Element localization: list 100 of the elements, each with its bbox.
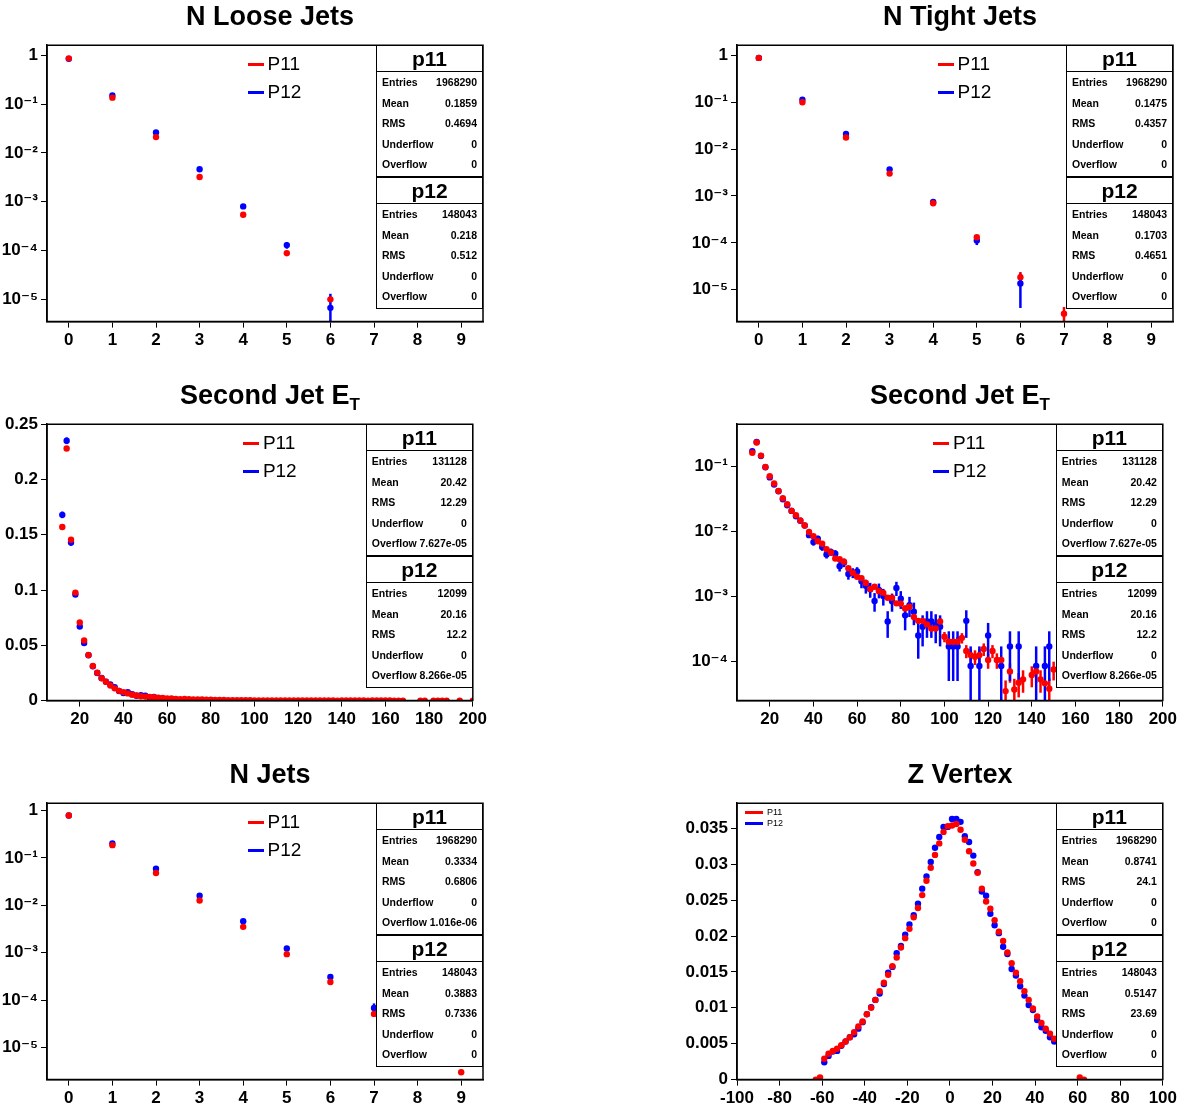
- annotation: RMS: [1061, 628, 1086, 641]
- x-tick-label: -20: [895, 1088, 920, 1108]
- annotation: RMS: [1072, 117, 1096, 130]
- annotation: 148043: [1131, 208, 1167, 221]
- annotation: 0.218: [450, 228, 477, 241]
- annotation: 0: [1161, 157, 1167, 170]
- annotation: 0: [471, 1047, 477, 1060]
- x-tick-label: 4: [238, 1088, 249, 1108]
- x-tick-label: 2: [151, 1088, 161, 1108]
- x-tick-label: 4: [238, 330, 249, 350]
- annotation: 12099: [437, 587, 467, 600]
- x-tick-label: 0: [64, 1088, 74, 1108]
- x-tick-label: 100: [930, 709, 959, 729]
- annotation: Underflow: [1061, 1027, 1114, 1040]
- x-tick-label: 3: [194, 1088, 205, 1108]
- annotation: Mean: [382, 228, 409, 241]
- x-tick-label: 40: [803, 709, 823, 729]
- x-tick-label: 0: [945, 1088, 955, 1108]
- annotation: 20.42: [1130, 475, 1157, 488]
- y-tick-label: 10⁻²: [694, 520, 729, 540]
- x-tick-label: 200: [1148, 709, 1178, 729]
- y-tick-label: 10⁻³: [694, 185, 729, 205]
- annotation: Overflow: [371, 668, 417, 681]
- annotation: 0: [471, 137, 477, 150]
- y-tick-label: 10⁻¹: [4, 93, 39, 113]
- annotation: p11: [1067, 46, 1172, 73]
- annotation: 8.266e-05: [1109, 668, 1157, 681]
- legend-label: P12: [267, 81, 302, 104]
- x-tick-label: 5: [282, 330, 292, 350]
- x-tick-label: 6: [325, 1088, 336, 1108]
- x-tick-label: 6: [1015, 330, 1026, 350]
- x-tick-label: 3: [194, 330, 205, 350]
- annotation: Overflow: [382, 915, 427, 928]
- annotation: 12.2: [446, 628, 467, 641]
- annotation: 0: [471, 895, 477, 908]
- annotation: p11: [377, 804, 482, 831]
- y-tick-label: 0: [718, 1069, 728, 1089]
- annotation: 0: [1161, 137, 1167, 150]
- annotation: 0: [1150, 895, 1157, 908]
- x-tick-label: 180: [1104, 709, 1134, 729]
- x-tick-label: 200: [458, 709, 488, 729]
- annotation: 0: [471, 1027, 477, 1040]
- annotation: Overflow: [371, 536, 417, 549]
- y-tick-label: 10⁻⁵: [2, 1037, 38, 1057]
- annotation: 23.69: [1130, 1007, 1157, 1020]
- x-tick-label: 9: [456, 330, 466, 350]
- x-tick-label: 80: [1110, 1088, 1130, 1108]
- chart-title: N Loose Jets: [184, 0, 356, 32]
- annotation: Entries: [1072, 76, 1108, 89]
- annotation: 0: [460, 648, 467, 661]
- annotation: 131128: [432, 455, 467, 468]
- annotation: Underflow: [1072, 137, 1124, 150]
- legend-label: P11: [767, 807, 783, 818]
- annotation: Mean: [382, 854, 409, 867]
- annotation: 1968290: [436, 834, 477, 847]
- y-tick-label: 0.015: [685, 961, 728, 981]
- x-tick-label: 180: [414, 709, 444, 729]
- annotation: Overflow: [382, 289, 427, 302]
- annotation: p12: [366, 557, 472, 584]
- annotation: Entries: [371, 455, 408, 468]
- y-tick-label: 10⁻¹: [694, 91, 729, 111]
- x-tick-label: 60: [847, 709, 867, 729]
- annotation: p12: [1056, 936, 1162, 963]
- annotation: Underflow: [382, 269, 434, 282]
- annotation: Entries: [1061, 587, 1098, 600]
- y-tick-label: 10⁻³: [694, 585, 729, 605]
- x-tick-label: 2: [151, 330, 161, 350]
- annotation: 0: [1150, 516, 1157, 529]
- annotation: Entries: [1072, 208, 1108, 221]
- legend-label: P11: [267, 811, 300, 834]
- annotation: 148043: [441, 208, 477, 221]
- x-tick-label: 8: [1102, 330, 1113, 350]
- x-tick-label: 80: [201, 709, 221, 729]
- annotation: 7.627e-05: [1109, 536, 1157, 549]
- y-tick-label: 1: [28, 44, 38, 64]
- annotation: 0.7336: [444, 1007, 477, 1020]
- y-tick-label: 10⁻⁴: [1, 240, 38, 260]
- annotation: Mean: [1061, 607, 1089, 620]
- annotation: Entries: [382, 966, 418, 979]
- annotation: Underflow: [382, 1027, 434, 1040]
- x-tick-label: 100: [1148, 1088, 1178, 1108]
- annotation: RMS: [1072, 249, 1096, 262]
- x-tick-label: -60: [809, 1088, 835, 1108]
- legend-label: P12: [957, 81, 992, 104]
- y-tick-label: 0.02: [694, 925, 728, 945]
- x-tick-label: 3: [884, 330, 895, 350]
- y-tick-label: 10⁻⁵: [2, 289, 38, 309]
- annotation: RMS: [382, 875, 406, 888]
- annotation: 0.8741: [1124, 854, 1157, 867]
- x-tick-label: 160: [371, 709, 400, 729]
- annotation: Overflow: [382, 1047, 427, 1060]
- annotation: 0: [1150, 1047, 1157, 1060]
- annotation: Underflow: [1061, 895, 1114, 908]
- annotation: Mean: [1061, 854, 1089, 867]
- annotation: 0.6806: [444, 875, 477, 888]
- annotation: Mean: [1061, 986, 1089, 999]
- x-tick-label: 140: [1017, 709, 1046, 729]
- x-tick-label: 8: [412, 330, 423, 350]
- x-tick-label: 20: [70, 709, 90, 729]
- x-tick-label: 1: [107, 330, 118, 350]
